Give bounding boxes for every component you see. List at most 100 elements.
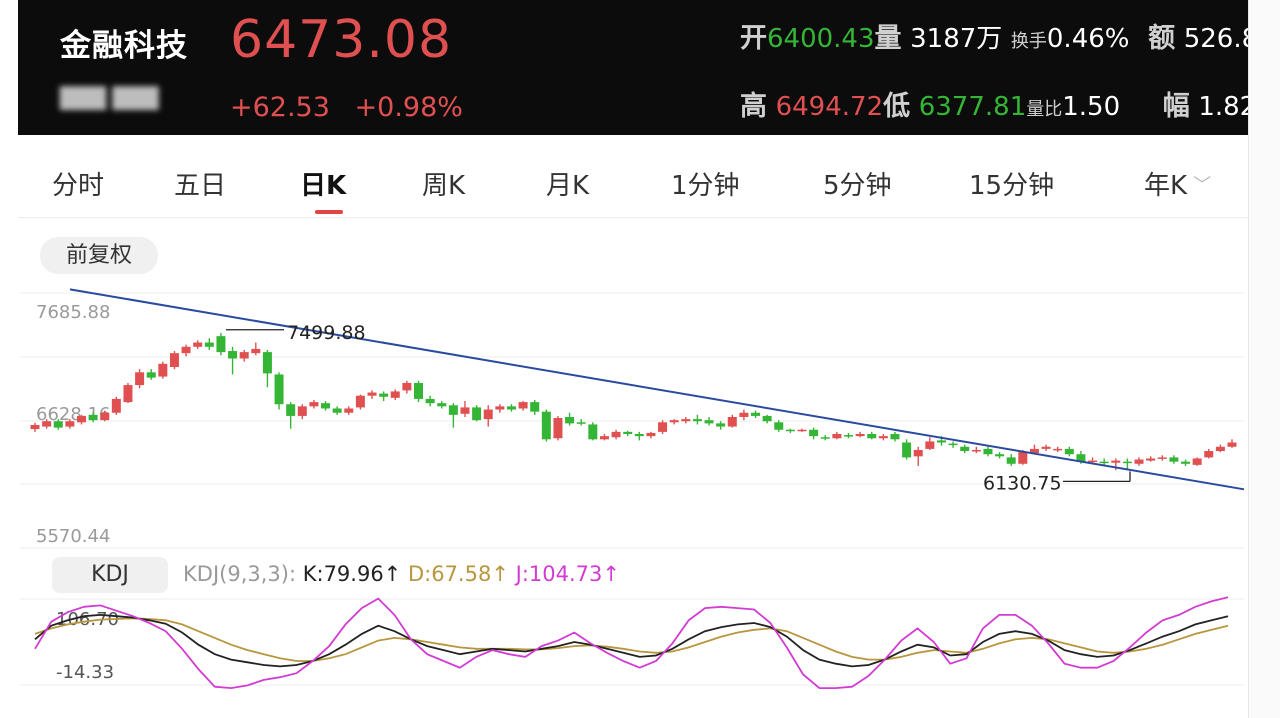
candle-body <box>890 434 900 440</box>
candle-body <box>646 432 656 437</box>
price-adjust-button[interactable]: 前复权 <box>40 237 158 274</box>
candle-body <box>146 372 156 378</box>
stock-name: 金融科技 <box>60 28 188 64</box>
candle-body <box>65 421 75 427</box>
candle-body <box>483 409 493 420</box>
candle-body <box>1122 461 1132 464</box>
candle-body <box>355 395 365 408</box>
candle-body <box>553 418 563 439</box>
candle-body <box>1192 458 1202 465</box>
turnover-value: 0.46% <box>1046 24 1130 54</box>
candle-body <box>169 353 179 367</box>
candle-body <box>332 408 342 413</box>
stock-price: 6473.08 <box>230 10 453 70</box>
candle-body <box>948 443 958 446</box>
y-tick-label: 5570.44 <box>36 526 110 547</box>
candle-body <box>658 422 668 432</box>
chevron-down-icon: ﹀ <box>1193 175 1212 196</box>
candle-body <box>820 437 830 439</box>
volume-label: 量 <box>874 23 902 54</box>
candle-body <box>1169 457 1179 462</box>
candle-body <box>878 436 888 439</box>
candle-body <box>1181 461 1191 464</box>
candle-body <box>541 411 551 440</box>
kdj-indicator-button[interactable]: KDJ <box>52 557 168 593</box>
candle-body <box>390 391 400 398</box>
tab-1-minute[interactable]: 1分钟 <box>671 171 740 201</box>
candle-body <box>1018 452 1028 464</box>
candle-body <box>716 423 726 427</box>
candle-body <box>286 404 296 416</box>
candle-body <box>960 446 970 452</box>
candle-body <box>472 407 482 421</box>
amplitude-label: 幅 <box>1162 91 1190 122</box>
low-annotation: 6130.75 <box>983 472 1062 494</box>
amount-label: 额 <box>1148 23 1176 54</box>
candle-body <box>274 374 284 405</box>
high-value: 6494.72 <box>775 92 884 122</box>
tab-intraday[interactable]: 分时 <box>52 171 105 201</box>
candle-body <box>76 415 86 423</box>
kdj-chart[interactable]: 106.70-14.33 <box>0 595 1248 718</box>
candle-body <box>402 382 412 391</box>
kdj-j-line <box>34 596 1229 690</box>
candle-body <box>599 436 609 440</box>
candle-body <box>344 408 354 413</box>
candle-body <box>565 416 575 424</box>
kdj-d-line <box>34 617 1229 662</box>
amplitude-value: 1.82% <box>1198 92 1248 122</box>
open-value: 6400.43 <box>767 24 875 54</box>
candle-body <box>216 336 226 353</box>
trend-line <box>69 288 1245 491</box>
low-value: 6377.81 <box>918 92 1027 122</box>
candle-body <box>262 352 272 374</box>
candle-body <box>1227 442 1237 447</box>
tab-five-day[interactable]: 五日 <box>174 171 227 201</box>
active-tab-indicator <box>315 210 343 214</box>
tab-yearly-k-label: 年K <box>1144 171 1188 201</box>
candle-body <box>843 435 853 437</box>
candle-body <box>379 393 389 397</box>
candle-body <box>1041 446 1051 449</box>
vol-ratio-label: 量比 <box>1026 99 1063 120</box>
tab-yearly-k[interactable]: 年K ﹀ <box>1144 165 1211 202</box>
candle-body <box>193 342 203 347</box>
candle-body <box>367 392 377 396</box>
amount-value: 526.8 <box>1183 24 1248 54</box>
kdj-j-value: J:104.73↑ <box>515 562 620 586</box>
candle-body <box>1076 454 1086 462</box>
tab-15-minute[interactable]: 15分钟 <box>969 171 1055 201</box>
candle-body <box>100 412 110 421</box>
candle-body <box>634 434 644 437</box>
candle-body <box>135 372 145 386</box>
turnover-label: 换手 <box>1010 31 1047 52</box>
candle-body <box>251 348 261 354</box>
candle-body <box>530 402 540 412</box>
tab-5-minute[interactable]: 5分钟 <box>823 171 892 201</box>
candle-body <box>123 385 133 403</box>
right-edge-panel <box>1248 0 1280 718</box>
candle-body <box>111 398 121 413</box>
candle-body <box>913 449 923 457</box>
candle-body <box>1053 448 1063 451</box>
tab-monthly-k[interactable]: 月K <box>546 171 590 201</box>
candle-body <box>704 420 714 424</box>
candle-body <box>971 449 981 452</box>
tab-daily-k[interactable]: 日K <box>300 171 347 201</box>
candle-body <box>425 398 435 404</box>
y-tick-label: 7685.88 <box>36 302 110 323</box>
tab-weekly-k[interactable]: 周K <box>422 171 466 201</box>
candle-body <box>983 448 993 455</box>
left-margin <box>0 0 18 718</box>
candle-body <box>867 434 877 439</box>
candle-body <box>414 382 424 399</box>
candle-body <box>1029 448 1039 454</box>
candle-body <box>53 421 63 428</box>
price-change: +62.53 <box>230 92 330 123</box>
open-label: 开 <box>740 23 767 54</box>
candle-body <box>727 416 737 427</box>
candle-body <box>588 424 598 440</box>
candle-body <box>774 422 784 430</box>
candle-body <box>506 406 516 410</box>
